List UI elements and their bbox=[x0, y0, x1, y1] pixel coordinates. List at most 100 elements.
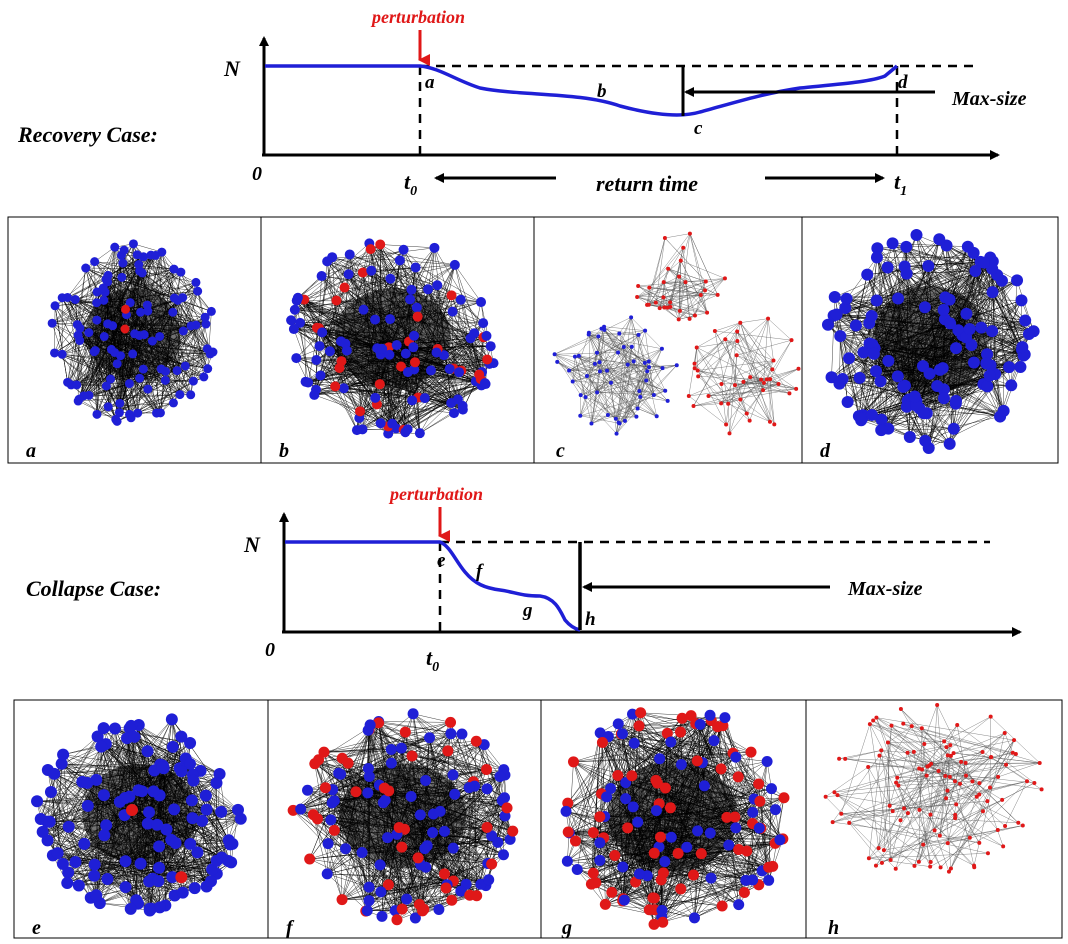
network-node bbox=[772, 422, 776, 426]
network-node bbox=[342, 346, 352, 356]
network-node bbox=[45, 786, 57, 798]
network-node bbox=[596, 334, 600, 338]
network-node bbox=[71, 295, 80, 304]
network-node bbox=[688, 317, 692, 321]
network-node bbox=[169, 265, 178, 274]
network-node bbox=[121, 325, 130, 334]
network-edge bbox=[569, 371, 585, 398]
network-node bbox=[724, 423, 728, 427]
network-node bbox=[768, 420, 772, 424]
network-node bbox=[738, 397, 742, 401]
network-node bbox=[81, 264, 90, 273]
network-node bbox=[829, 291, 841, 303]
network-node bbox=[474, 370, 484, 380]
recovery-network-panels: a b c d bbox=[8, 217, 1058, 463]
network-node bbox=[663, 389, 667, 393]
network-node bbox=[311, 355, 321, 365]
network-node bbox=[191, 846, 203, 858]
network-node bbox=[385, 274, 395, 284]
network-node bbox=[622, 345, 626, 349]
network-edge bbox=[728, 404, 729, 434]
network-node bbox=[153, 840, 165, 852]
panel-label-b: b bbox=[279, 440, 289, 462]
network-node bbox=[201, 804, 213, 816]
network-node bbox=[98, 789, 110, 801]
network-node bbox=[900, 241, 912, 253]
network-node bbox=[100, 819, 112, 831]
network-node bbox=[173, 366, 182, 375]
network-node bbox=[636, 406, 640, 410]
network-node bbox=[654, 301, 658, 305]
network-node bbox=[573, 355, 577, 359]
network-node bbox=[655, 414, 659, 418]
network-node bbox=[579, 393, 583, 397]
network-node bbox=[589, 422, 593, 426]
network-node bbox=[352, 425, 362, 435]
network-node bbox=[447, 290, 457, 300]
network-node bbox=[629, 315, 633, 319]
network-node bbox=[148, 785, 160, 797]
network-node bbox=[143, 301, 152, 310]
network-node bbox=[370, 315, 380, 325]
network-node bbox=[315, 341, 325, 351]
network-node bbox=[944, 294, 956, 306]
network-node bbox=[897, 381, 909, 393]
network-node bbox=[189, 377, 198, 386]
network-node bbox=[395, 255, 405, 265]
network-node bbox=[909, 391, 921, 403]
network-node bbox=[638, 395, 642, 399]
network-node bbox=[144, 904, 156, 916]
network-node bbox=[1011, 274, 1023, 286]
network-node bbox=[429, 243, 439, 253]
network-node bbox=[944, 317, 956, 329]
network-node bbox=[986, 325, 998, 337]
network-node bbox=[987, 286, 999, 298]
network-node bbox=[735, 353, 739, 357]
network-node bbox=[31, 795, 43, 807]
network-node bbox=[623, 419, 627, 423]
network-node bbox=[89, 859, 101, 871]
network-node bbox=[399, 245, 409, 255]
network-node bbox=[950, 395, 962, 407]
network-node bbox=[88, 870, 100, 882]
network-node bbox=[614, 417, 618, 421]
network-node bbox=[738, 321, 742, 325]
network-node bbox=[761, 388, 765, 392]
network-node bbox=[679, 259, 683, 263]
network-node bbox=[871, 251, 883, 263]
network-node bbox=[578, 414, 582, 418]
network-node bbox=[678, 309, 682, 313]
network-node bbox=[57, 749, 69, 761]
network-node bbox=[617, 331, 621, 335]
network-node bbox=[901, 268, 913, 280]
network-node bbox=[716, 293, 720, 297]
network-node bbox=[663, 236, 667, 240]
network-node bbox=[156, 761, 168, 773]
network-node bbox=[748, 419, 752, 423]
network-node bbox=[135, 858, 147, 870]
network-node bbox=[109, 722, 121, 734]
network-node bbox=[981, 380, 993, 392]
network-node bbox=[95, 741, 107, 753]
network-node bbox=[661, 295, 665, 299]
network-node bbox=[90, 889, 102, 901]
network-node bbox=[193, 287, 202, 296]
network-node bbox=[75, 395, 84, 404]
network-node bbox=[52, 847, 64, 859]
network-node bbox=[1023, 328, 1035, 340]
network-node bbox=[370, 393, 380, 403]
network-node bbox=[719, 401, 723, 405]
network-node bbox=[84, 328, 93, 337]
network-node bbox=[984, 370, 996, 382]
network-node bbox=[157, 364, 166, 373]
network-node bbox=[842, 396, 854, 408]
network-node bbox=[191, 278, 200, 287]
network-node bbox=[125, 379, 134, 388]
recovery-max-size-label: Max-size bbox=[951, 88, 1027, 110]
network-node bbox=[325, 346, 335, 356]
network-node bbox=[874, 375, 886, 387]
network-node bbox=[944, 438, 956, 450]
recovery-point-c: c bbox=[694, 118, 703, 139]
collapse-perturbation-label: perturbation bbox=[388, 484, 483, 504]
network-node bbox=[609, 381, 613, 385]
